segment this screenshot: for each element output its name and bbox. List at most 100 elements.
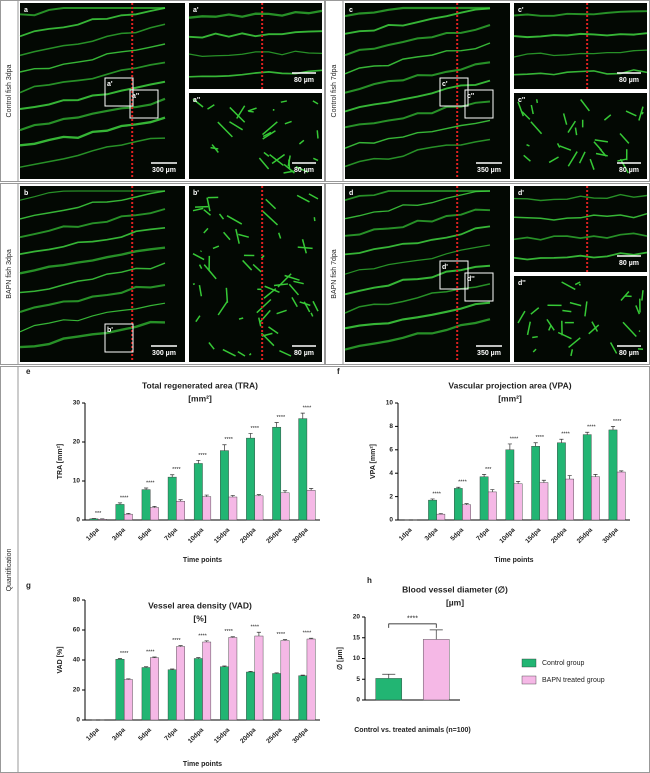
x-tick-label: 7dpa [163,726,179,742]
significance: **** [458,480,467,486]
x-tick-label: 15dpa [524,526,543,545]
y-tick-label: 20 [353,614,361,621]
x-tick-label: 10dpa [187,726,206,745]
vessel [235,228,240,244]
y-tick-label: 10 [386,400,394,407]
error-bar [464,503,469,505]
vessel [589,158,595,170]
error-bar [282,639,288,641]
panel-letter: c'' [518,97,526,104]
bar [582,434,592,521]
vessel [284,274,300,281]
significance: **** [146,480,155,486]
vessel [513,232,648,241]
vessel [188,30,323,39]
vessel [513,10,648,17]
significance: **** [510,436,519,442]
x-tick-label: 7dpa [163,526,179,542]
error-bar [178,645,183,647]
bar [202,496,212,521]
bar [202,641,212,721]
error-bar [430,498,435,501]
error-bar [117,658,123,660]
error-bar [593,474,598,477]
vessel [344,24,491,57]
vessel [344,318,491,351]
vessel [19,7,166,38]
vessel [546,318,555,331]
vessel [622,321,637,338]
y-tick-label: 4 [389,470,393,477]
bar [167,669,177,721]
error-bar [438,513,443,515]
vessel [279,350,292,357]
vessel [248,110,254,113]
significance: *** [95,511,102,517]
inset-box-label: d'' [467,276,475,283]
error-bar [300,412,305,419]
error-bar [204,640,209,642]
bar [513,483,523,521]
y-tick-label: 0 [389,517,393,524]
vessel [574,127,578,136]
significance: **** [224,629,233,635]
error-bar [248,433,253,439]
x-axis-label: Time points [183,761,222,768]
legend-label: Control group [542,660,585,667]
vessel [609,342,618,354]
vessel [344,283,491,314]
bar [220,666,229,721]
y-tick-label: 0 [76,517,80,524]
legend-swatch [521,675,537,685]
vessel [238,317,244,320]
bar [150,507,159,521]
vessel [188,50,323,58]
x-tick-label: 1dpa [85,526,101,542]
micrograph [345,186,510,362]
vessel [198,284,203,297]
significance-bracket [388,623,437,628]
vessel [523,154,531,162]
chart-letter: g [26,581,31,590]
vessel [556,143,561,148]
vessel [262,210,279,226]
vessel [570,349,574,357]
vessel [561,281,576,291]
vessel [200,250,202,253]
side-label: Control fish 3dpa [6,64,13,117]
vessel [242,259,253,271]
y-axis-label: ∅ [µm] [336,647,344,670]
x-tick-label: 10dpa [187,526,206,545]
error-bar [152,506,157,508]
chart-title: Total regenerated area (TRA) [142,380,258,390]
chart-subtitle: [mm²] [498,393,522,403]
significance: **** [120,651,129,657]
vessel [312,100,319,105]
panel-letter: b' [193,190,199,197]
error-bar [567,475,572,480]
x-tick-label: 25dpa [576,526,595,545]
vessel [19,262,166,294]
error-bar [309,488,314,491]
vessel [344,225,491,256]
vessel [271,153,286,165]
chart-letter: h [367,576,372,585]
scale-label: 80 µm [619,260,639,267]
significance: **** [277,415,286,421]
vessel [284,120,292,125]
vessel [19,226,166,255]
vessel [192,207,204,212]
vessel [280,100,288,103]
vessel [595,152,608,157]
bar [150,657,159,721]
y-axis-label: TRA [mm²] [57,444,64,480]
error-bar [456,486,461,489]
x-tick-label: 25dpa [265,526,284,545]
vessel [310,312,314,317]
vessel [192,98,204,108]
bar [565,478,575,521]
chart-letter: f [337,367,340,376]
vessel [344,190,490,202]
x-tick-label: 30dpa [601,526,620,545]
